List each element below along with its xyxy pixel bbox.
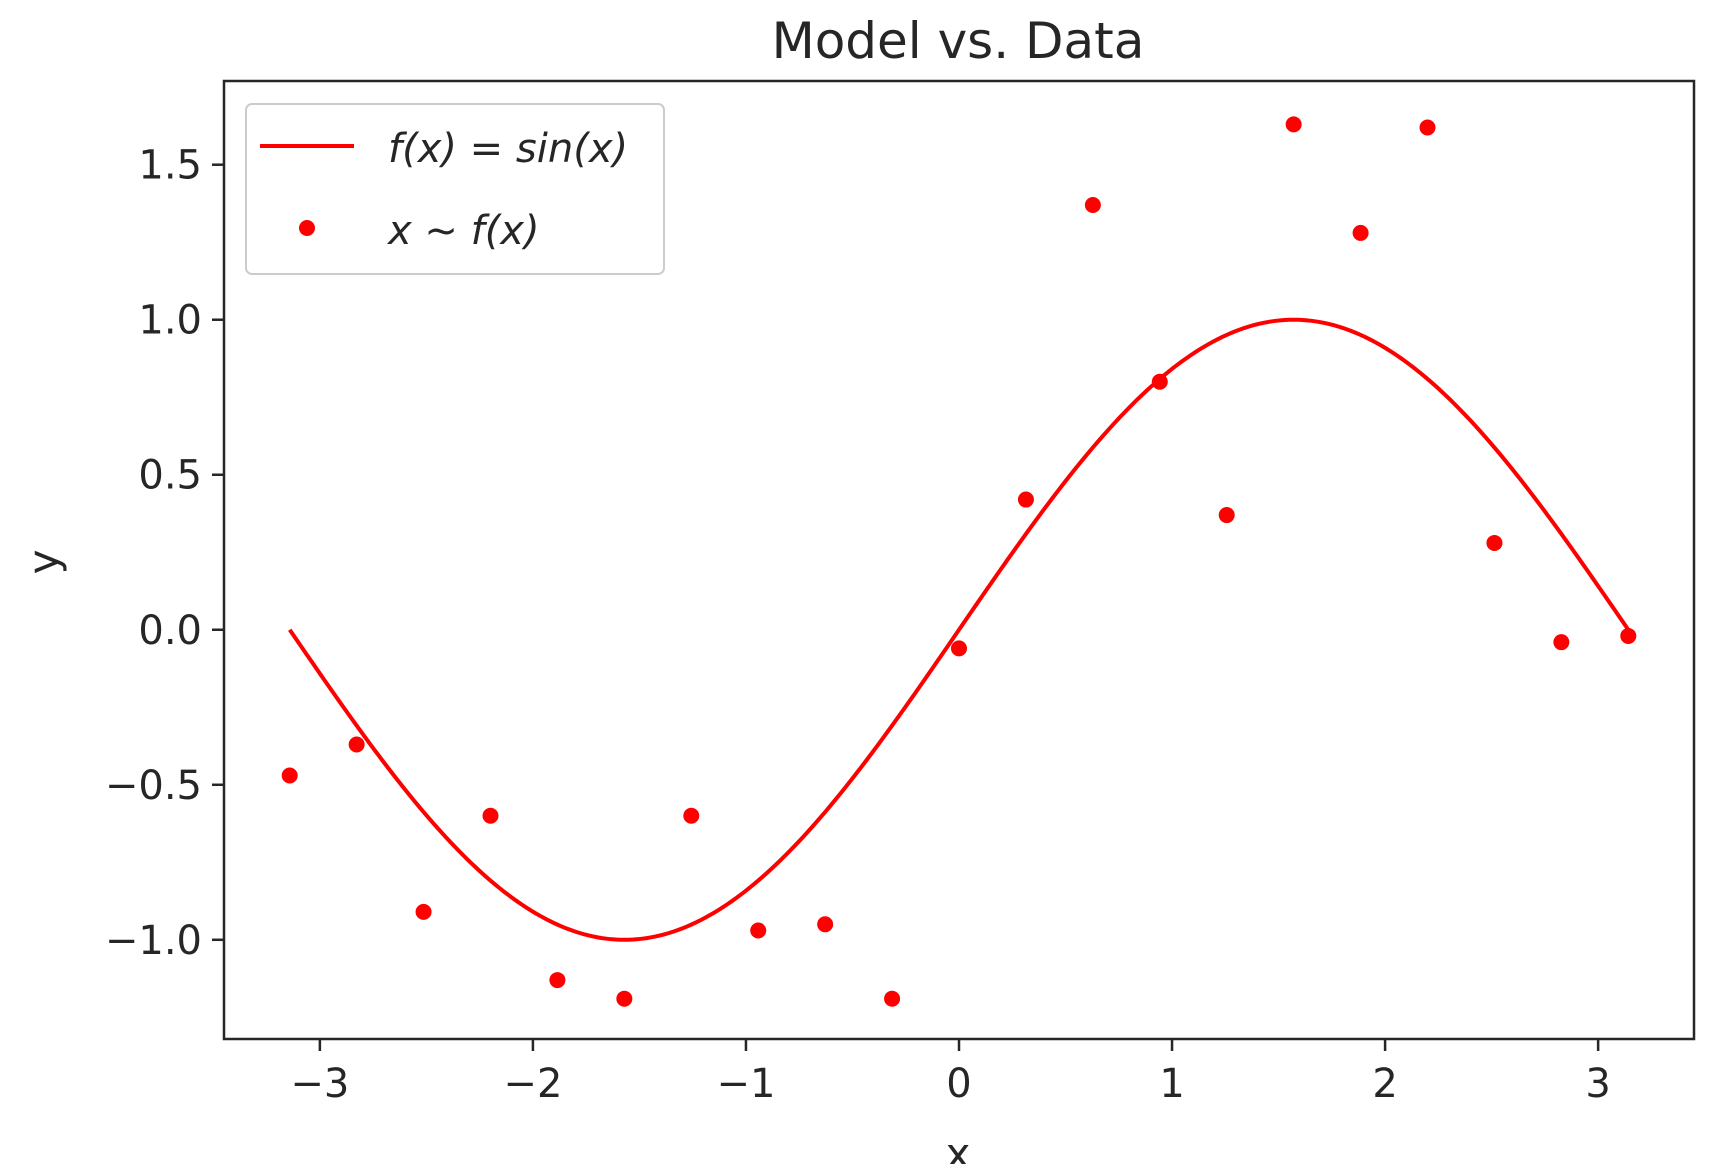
data-point xyxy=(1553,634,1570,651)
y-axis: 1.5 1.0 0.5 0.0 −0.5 −1.0 xyxy=(105,143,224,964)
x-tick-label: −2 xyxy=(503,1061,562,1107)
data-point xyxy=(884,990,901,1007)
data-point xyxy=(1017,491,1034,508)
x-tick-label: 1 xyxy=(1159,1061,1184,1107)
x-axis: −3 −2 −1 0 1 2 3 xyxy=(290,1039,1611,1107)
legend-point-swatch xyxy=(299,220,315,236)
data-point xyxy=(750,922,767,939)
data-point xyxy=(482,807,499,824)
plot-area xyxy=(281,116,1637,1007)
x-tick-label: −1 xyxy=(716,1061,775,1107)
data-point xyxy=(1151,373,1168,390)
y-axis-label: y xyxy=(19,550,68,575)
data-point xyxy=(1218,507,1235,524)
y-tick-label: −0.5 xyxy=(105,763,202,809)
series-line-model xyxy=(288,317,1630,942)
data-point xyxy=(1419,119,1436,136)
data-point xyxy=(281,767,298,784)
x-tick-label: 0 xyxy=(946,1061,971,1107)
data-point xyxy=(817,916,834,933)
y-tick-label: 1.0 xyxy=(138,298,202,344)
chart-title: Model vs. Data xyxy=(772,12,1145,70)
data-point xyxy=(348,736,365,753)
x-axis-label: x xyxy=(946,1129,971,1164)
data-point xyxy=(1285,116,1302,133)
data-point xyxy=(1620,627,1637,644)
y-tick-label: 0.0 xyxy=(138,608,202,654)
y-tick-label: 0.5 xyxy=(138,453,202,499)
data-point xyxy=(549,972,566,989)
x-tick-label: 2 xyxy=(1372,1061,1397,1107)
data-point xyxy=(1486,534,1503,551)
data-point xyxy=(1084,197,1101,214)
data-point xyxy=(1352,224,1369,241)
legend: f(x) = sin(x) x ~ f(x) xyxy=(245,103,665,275)
data-point xyxy=(616,990,633,1007)
legend-label-data: x ~ f(x) xyxy=(386,208,540,254)
data-point xyxy=(415,903,432,920)
x-tick-label: 3 xyxy=(1585,1061,1610,1107)
y-tick-label: −1.0 xyxy=(105,918,202,964)
data-point xyxy=(683,807,700,824)
legend-label-model: f(x) = sin(x) xyxy=(388,126,628,172)
data-point xyxy=(951,640,967,657)
x-tick-label: −3 xyxy=(290,1061,349,1107)
y-tick-label: 1.5 xyxy=(138,143,202,189)
